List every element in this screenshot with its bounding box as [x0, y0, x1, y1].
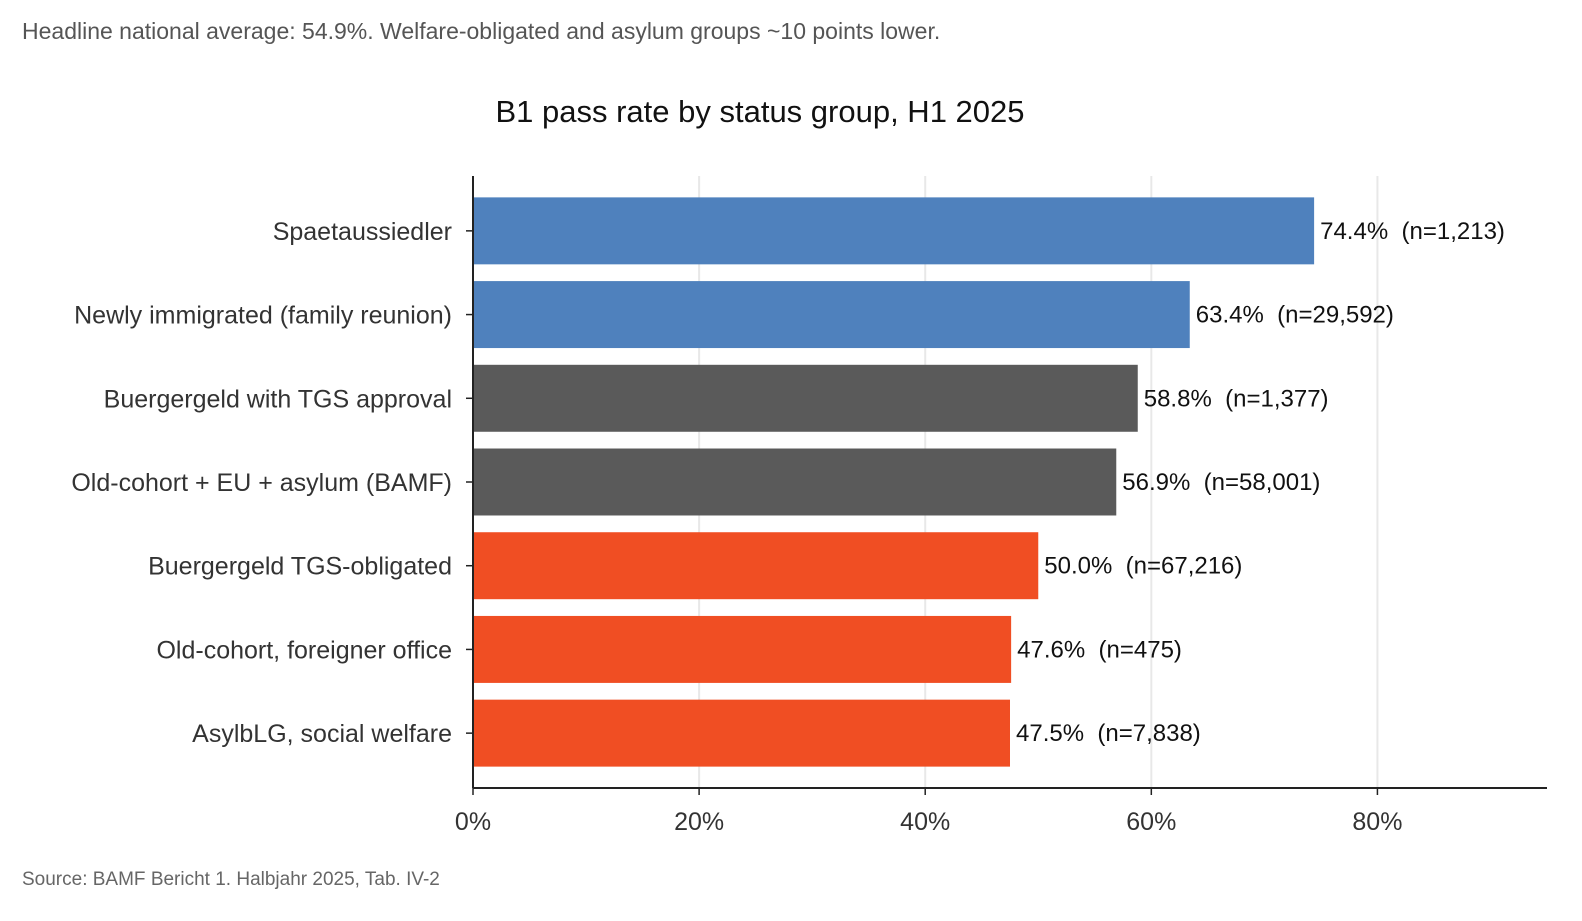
data-label: 58.8% (n=1,377) — [1144, 385, 1329, 412]
bar — [473, 364, 1138, 432]
data-label: 63.4% (n=29,592) — [1196, 302, 1394, 329]
x-tick-label: 80% — [1352, 808, 1402, 836]
bar — [473, 281, 1190, 349]
x-tick-label: 60% — [1126, 808, 1176, 836]
data-label: 47.6% (n=475) — [1017, 636, 1182, 663]
x-tick-label: 0% — [455, 808, 491, 836]
bar — [473, 448, 1117, 516]
bar — [473, 532, 1039, 600]
category-label: Buergergeld with TGS approval — [104, 385, 452, 413]
category-label: Spaetaussiedler — [273, 218, 452, 246]
data-label: 50.0% (n=67,216) — [1044, 553, 1242, 580]
x-tick-label: 40% — [900, 808, 950, 836]
x-tick-label: 20% — [674, 808, 724, 836]
data-label: 47.5% (n=7,838) — [1016, 720, 1201, 747]
category-label: Old-cohort + EU + asylum (BAMF) — [71, 469, 452, 497]
bar — [473, 615, 1012, 683]
bars — [473, 197, 1315, 767]
category-label: Newly immigrated (family reunion) — [74, 302, 452, 330]
data-label: 56.9% (n=58,001) — [1122, 469, 1320, 496]
chart-subtitle: Headline national average: 54.9%. Welfar… — [22, 18, 941, 44]
category-label: Old-cohort, foreigner office — [156, 636, 452, 664]
chart-title: B1 pass rate by status group, H1 2025 — [495, 94, 1024, 129]
category-label: Buergergeld TGS-obligated — [148, 553, 452, 581]
data-label: 74.4% (n=1,213) — [1320, 218, 1505, 245]
category-label: AsylbLG, social welfare — [192, 720, 452, 748]
bar — [473, 699, 1010, 767]
axes: 0% 20% 40% 60% 80% Spaetaussiedler 74.4% (n=1,… — [71, 176, 1547, 836]
bar — [473, 197, 1315, 265]
source-note: Source: BAMF Bericht 1. Halbjahr 2025, T… — [22, 869, 440, 890]
